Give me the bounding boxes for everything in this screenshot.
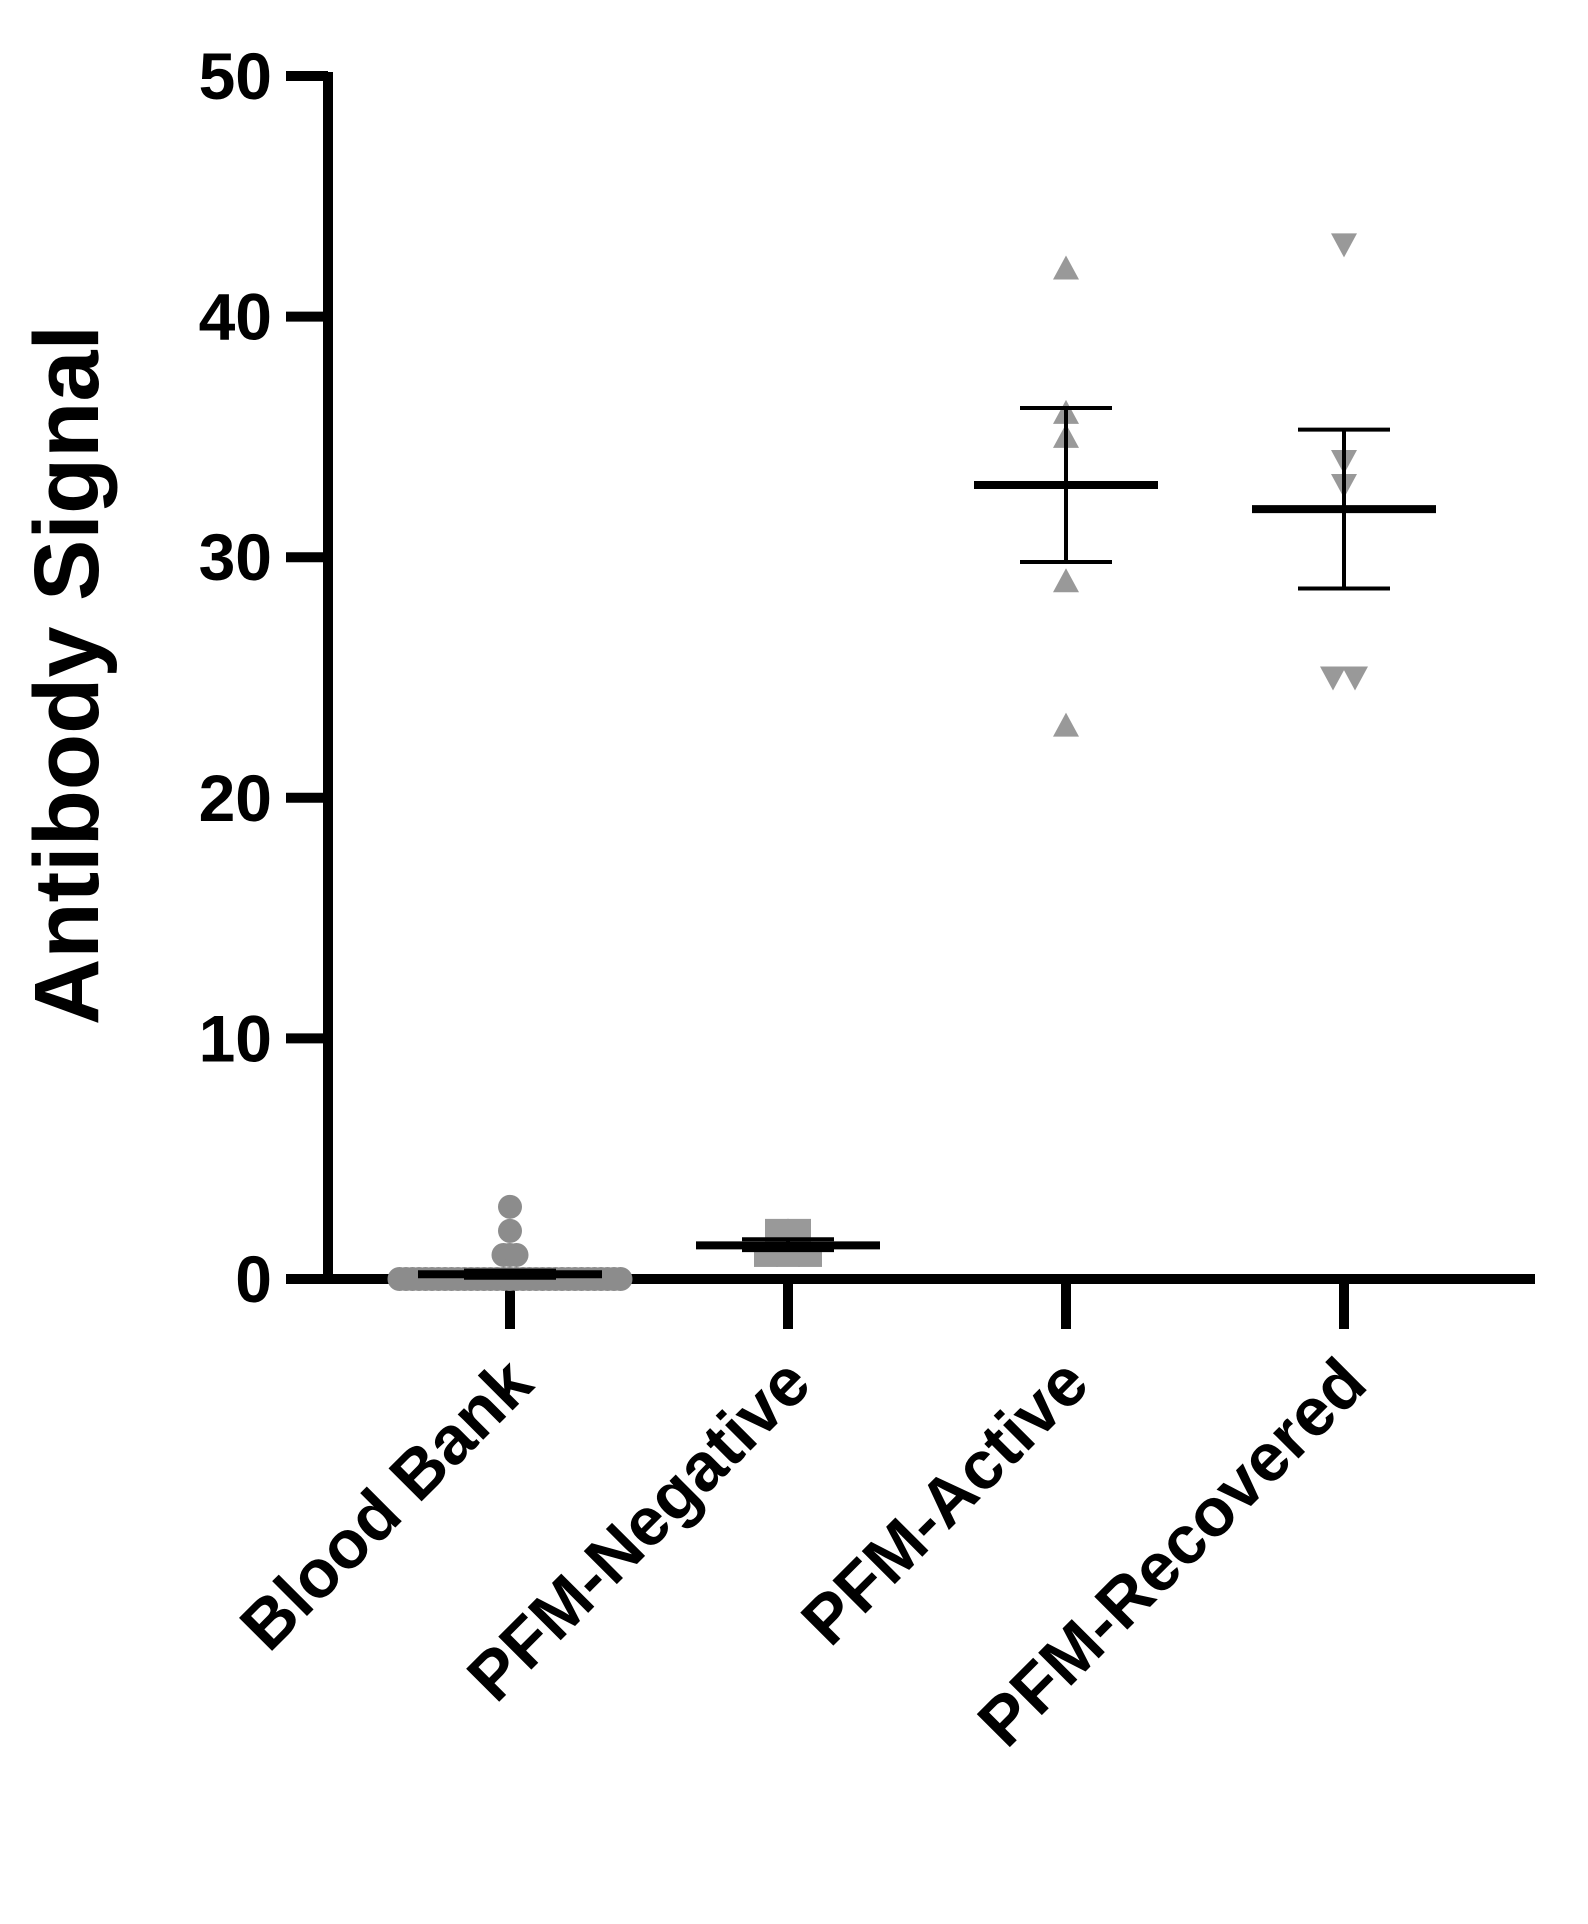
data-point-1-40 (608, 1267, 633, 1291)
data-point-4-1 (1331, 233, 1357, 258)
data-point-1-5 (504, 1242, 529, 1267)
data-point-3-5 (1053, 712, 1079, 737)
y-tick-label-20: 20 (199, 761, 272, 835)
y-tick-label-10: 10 (199, 1001, 272, 1075)
data-point-4-4 (1320, 666, 1346, 691)
data-points (387, 233, 1368, 1291)
y-tick-label-40: 40 (199, 280, 272, 354)
data-point-3-1 (1053, 255, 1079, 280)
y-axis: 0 10 20 30 40 50 (199, 39, 333, 1316)
data-point-1-1 (498, 1194, 522, 1219)
y-tick-label-0: 0 (235, 1242, 272, 1316)
data-point-1-2 (498, 1218, 522, 1243)
x-tick-label-3: PFM-Active (787, 1344, 1103, 1660)
y-tick-label-50: 50 (199, 39, 272, 113)
data-point-3-4 (1053, 568, 1079, 593)
y-tick-label-30: 30 (199, 520, 272, 594)
y-axis-title: Antibody Signal (16, 325, 118, 1025)
data-point-4-5 (1342, 666, 1368, 691)
x-axis: Blood BankPFM-NegativePFM-ActivePFM-Reco… (226, 1274, 1535, 1761)
error-bars (418, 406, 1436, 1280)
